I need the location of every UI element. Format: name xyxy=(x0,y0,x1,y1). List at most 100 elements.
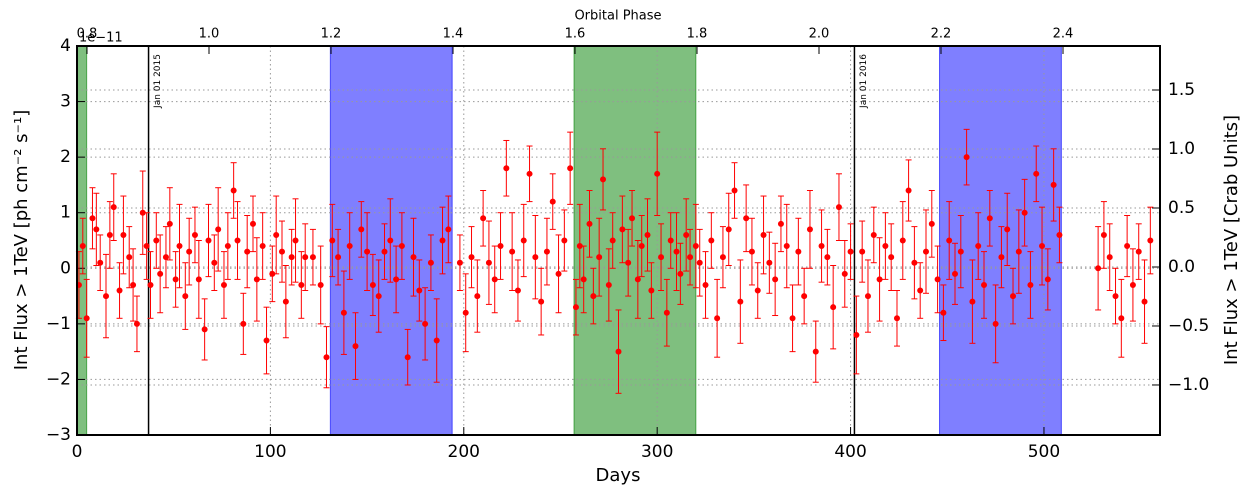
data-point xyxy=(1106,254,1113,261)
data-point xyxy=(358,226,365,233)
y2-tick-label: 0.5 xyxy=(1168,198,1195,218)
data-point xyxy=(205,237,212,244)
data-point xyxy=(731,187,738,194)
data-point xyxy=(687,254,694,261)
data-point xyxy=(273,231,280,238)
data-point xyxy=(841,270,848,277)
data-point xyxy=(981,281,988,288)
data-point xyxy=(957,248,964,255)
data-point xyxy=(416,287,423,294)
data-point xyxy=(806,226,813,233)
data-point xyxy=(166,220,173,227)
data-point xyxy=(625,259,632,266)
y-tick-label: 4 xyxy=(60,36,71,56)
data-point xyxy=(317,281,324,288)
data-point xyxy=(911,259,918,266)
data-point xyxy=(567,165,574,172)
data-point xyxy=(812,348,819,355)
data-point xyxy=(760,231,767,238)
data-point xyxy=(398,243,405,250)
data-point xyxy=(677,270,684,277)
data-point xyxy=(240,320,247,327)
data-point xyxy=(596,254,603,261)
data-point xyxy=(658,254,665,261)
y2-tick-label: 0.0 xyxy=(1168,257,1195,277)
y2-tick-label: −1.0 xyxy=(1168,375,1209,395)
data-point xyxy=(638,243,645,250)
x-label: Days xyxy=(596,465,641,486)
y2-tick-label: −0.5 xyxy=(1168,316,1209,336)
data-point xyxy=(103,293,110,300)
data-point xyxy=(352,343,359,350)
data-point xyxy=(1124,243,1131,250)
data-point xyxy=(191,231,198,238)
data-point xyxy=(120,231,127,238)
x2-tick-label: 2.2 xyxy=(931,27,952,42)
data-point xyxy=(234,237,241,244)
y2-tick-label: 1.0 xyxy=(1168,139,1195,159)
data-point xyxy=(870,231,877,238)
data-point xyxy=(1118,315,1125,322)
data-point xyxy=(83,315,90,322)
data-point xyxy=(485,259,492,266)
data-point xyxy=(346,243,353,250)
data-point xyxy=(329,237,336,244)
x2-tick-label: 1.4 xyxy=(443,27,464,42)
data-point xyxy=(1112,293,1119,300)
data-point xyxy=(1044,276,1051,283)
data-point xyxy=(1033,170,1040,177)
data-point xyxy=(777,220,784,227)
data-point xyxy=(824,254,831,261)
data-point xyxy=(737,298,744,305)
data-point xyxy=(1129,281,1136,288)
data-point xyxy=(106,231,113,238)
data-point xyxy=(381,248,388,255)
data-point xyxy=(520,237,527,244)
data-point xyxy=(1135,248,1142,255)
data-point xyxy=(404,354,411,361)
data-point xyxy=(619,226,626,233)
data-point xyxy=(605,281,612,288)
data-point xyxy=(323,354,330,361)
y2-label: Int Flux > 1TeV [Crab Units] xyxy=(1221,115,1242,365)
event-label: Jan 01 2016 xyxy=(859,54,869,109)
x2-label: Orbital Phase xyxy=(574,9,661,24)
data-point xyxy=(309,254,316,261)
data-point xyxy=(992,320,999,327)
data-point xyxy=(696,259,703,266)
data-point xyxy=(1141,298,1148,305)
data-point xyxy=(433,337,440,344)
data-point xyxy=(1056,231,1063,238)
data-point xyxy=(375,293,382,300)
shaded-span xyxy=(939,45,1062,436)
data-point xyxy=(439,237,446,244)
data-point xyxy=(79,243,86,250)
data-point xyxy=(743,215,750,222)
data-point xyxy=(532,254,539,261)
data-point xyxy=(1021,209,1028,216)
data-point xyxy=(172,276,179,283)
data-point xyxy=(538,298,545,305)
data-point xyxy=(1027,281,1034,288)
y-label: Int Flux > 1TeV [ph cm⁻² s⁻¹] xyxy=(11,110,32,371)
y-tick-label: 1 xyxy=(60,203,71,223)
x2-tick-label: 1.8 xyxy=(687,27,708,42)
data-point xyxy=(143,243,150,250)
data-point xyxy=(224,243,231,250)
data-point xyxy=(201,326,208,333)
data-point xyxy=(708,237,715,244)
data-point xyxy=(97,259,104,266)
data-point xyxy=(830,304,837,311)
data-point xyxy=(153,237,160,244)
data-point xyxy=(335,254,342,261)
data-point xyxy=(1050,181,1057,188)
data-point xyxy=(1095,265,1102,272)
x-tick-label: 500 xyxy=(1028,442,1060,462)
data-point xyxy=(683,231,690,238)
data-point xyxy=(110,204,117,211)
y-tick-label: 0 xyxy=(60,258,71,278)
data-point xyxy=(714,315,721,322)
data-point xyxy=(719,254,726,261)
offset-label: 1e−11 xyxy=(79,31,123,46)
